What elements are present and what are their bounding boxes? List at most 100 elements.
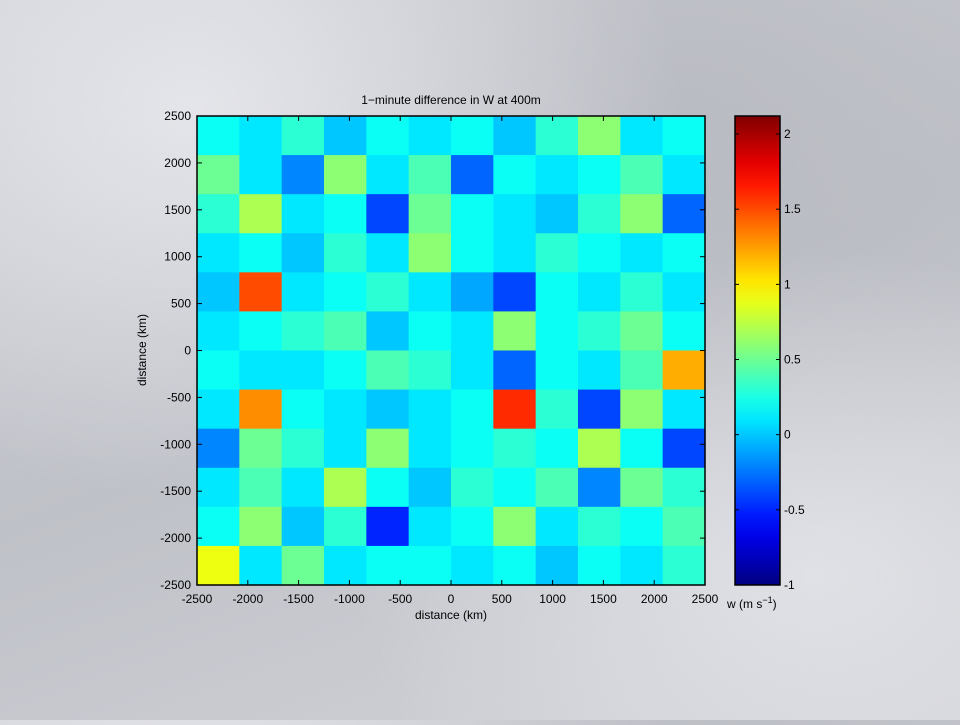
heatmap-cell [662,116,706,156]
heatmap-cell [408,350,452,391]
heatmap-cell [620,350,664,391]
y-tick-label: 1000 [164,250,191,264]
heatmap-cell [535,506,579,547]
heatmap-cell [578,389,621,430]
heatmap-cell [366,194,410,234]
heatmap-cell [366,428,410,469]
heatmap-cell [239,389,283,430]
heatmap-cell [535,389,579,430]
heatmap-cell [578,467,621,508]
heatmap-cell [281,545,325,586]
heatmap-cell [324,389,367,430]
heatmap-cell [662,272,706,312]
heatmap-cell [408,311,452,351]
heatmap-cell [578,194,621,234]
heatmap-cell [197,545,240,586]
heatmap-cell [281,350,325,391]
heatmap-cell [493,467,537,508]
heatmap-cell [366,350,410,391]
heatmap-cell [535,467,579,508]
heatmap-cell [281,155,325,195]
heatmap-cell [366,506,410,547]
y-tick-label: 2500 [164,109,191,123]
heatmap-cell [620,272,664,312]
x-tick-label: -1500 [283,592,314,606]
colorbar-tick-label: -1 [784,578,795,592]
heatmap-cell [535,545,579,586]
heatmap-cell [281,272,325,312]
x-tick-label: 0 [448,592,455,606]
heatmap-cell [366,233,410,273]
heatmap-cell [408,428,452,469]
x-tick-label: -2000 [232,592,263,606]
colorbar-label: w (m s−1) [726,595,777,611]
heatmap-cell [366,467,410,508]
heatmap-cell [324,467,367,508]
heatmap-cell [578,272,621,312]
heatmap-cell [535,311,579,351]
heatmap-cell [451,233,494,273]
heatmap-cell [408,155,452,195]
heatmap-cell [324,311,367,351]
x-tick-label: -500 [388,592,412,606]
heatmap-cell [281,428,325,469]
heatmap-cell [493,155,537,195]
x-tick-label: 1500 [590,592,617,606]
heatmap-cell [493,116,537,156]
heatmap-cell [662,194,706,234]
colorbar-tick-label: -0.5 [784,503,805,517]
heatmap-cell [493,350,537,391]
heatmap-cell [620,233,664,273]
heatmap-cell [578,155,621,195]
heatmap-cell [620,389,664,430]
x-tick-label: -2500 [182,592,213,606]
heatmap-cell [408,233,452,273]
heatmap-cell [620,467,664,508]
chart-title: 1−minute difference in W at 400m [361,93,541,107]
heatmap-cell [408,116,452,156]
heatmap-cell [620,545,664,586]
heatmap-cell [451,194,494,234]
heatmap-cell [493,233,537,273]
heatmap-cell [493,272,537,312]
heatmap-cell [197,311,240,351]
heatmap-cell [281,311,325,351]
heatmap-cell [324,272,367,312]
x-tick-label: -1000 [334,592,365,606]
heatmap-cell [239,272,283,312]
heatmap-cell [197,155,240,195]
heatmap-cell [239,116,283,156]
heatmap-cell [493,194,537,234]
y-tick-label: -1500 [160,484,191,498]
heatmap-cell [408,194,452,234]
x-tick-label: 2500 [692,592,719,606]
heatmap-cell [324,155,367,195]
y-tick-label: 1500 [164,203,191,217]
heatmap-cell [662,467,706,508]
heatmap-cell [324,545,367,586]
colorbar-tick-label: 0.5 [784,353,801,367]
y-tick-label: -2500 [160,578,191,592]
heatmap-cell [578,506,621,547]
heatmap-cell [578,428,621,469]
x-tick-label: 2000 [641,592,668,606]
heatmap-cell [281,389,325,430]
y-tick-label: -500 [167,390,191,404]
heatmap-cell [451,467,494,508]
heatmap-cell [451,350,494,391]
heatmap-cell [535,155,579,195]
heatmap-cell [197,272,240,312]
heatmap-cell [535,233,579,273]
heatmap-cell [620,506,664,547]
heatmap-cell [324,506,367,547]
heatmap-cell [662,155,706,195]
heatmap-cell [451,545,494,586]
heatmap-cell [366,545,410,586]
heatmap-cell [662,311,706,351]
heatmap-cell [620,194,664,234]
heatmap-cell [324,350,367,391]
heatmap-cell [281,116,325,156]
heatmap-cell [535,428,579,469]
heatmap-cell [662,350,706,391]
heatmap-cell [366,311,410,351]
